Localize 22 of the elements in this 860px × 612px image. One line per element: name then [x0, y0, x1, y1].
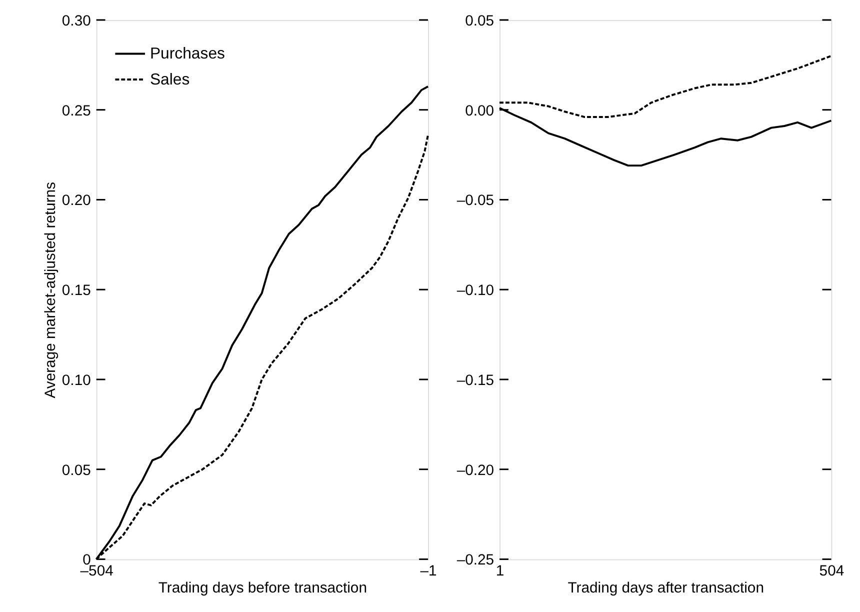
y-tick-label: 0.30 [62, 13, 91, 30]
line-series [498, 54, 832, 118]
y-tick-label: 0.25 [62, 103, 91, 120]
x-axis-title: Trading days before transaction [158, 580, 367, 596]
y-tick-label: –0.05 [456, 193, 494, 210]
x-tick-label: 1 [496, 564, 504, 580]
y-tick-label: 0.00 [465, 103, 494, 120]
legend-label: Sales [150, 72, 190, 89]
y-tick-label: 0.05 [62, 462, 91, 479]
y-tick-label: –0.15 [456, 372, 494, 389]
x-tick-label: –1 [420, 564, 437, 580]
y-tick-label: –0.10 [456, 283, 494, 300]
y-tick-label: –0.25 [456, 552, 494, 569]
x-tick-label: 504 [819, 564, 844, 580]
y-tick-label: 0.15 [62, 283, 91, 300]
x-axis-title: Trading days after transaction [568, 580, 764, 596]
y-tick-label: 0.20 [62, 193, 91, 210]
y-axis-title: Average market-adjusted returns [42, 182, 59, 398]
legend-label: Purchases [150, 46, 226, 63]
y-tick-label: 0.10 [62, 372, 91, 389]
y-tick-label: –0.20 [456, 462, 494, 479]
y-tick-label: 0.05 [465, 13, 494, 30]
